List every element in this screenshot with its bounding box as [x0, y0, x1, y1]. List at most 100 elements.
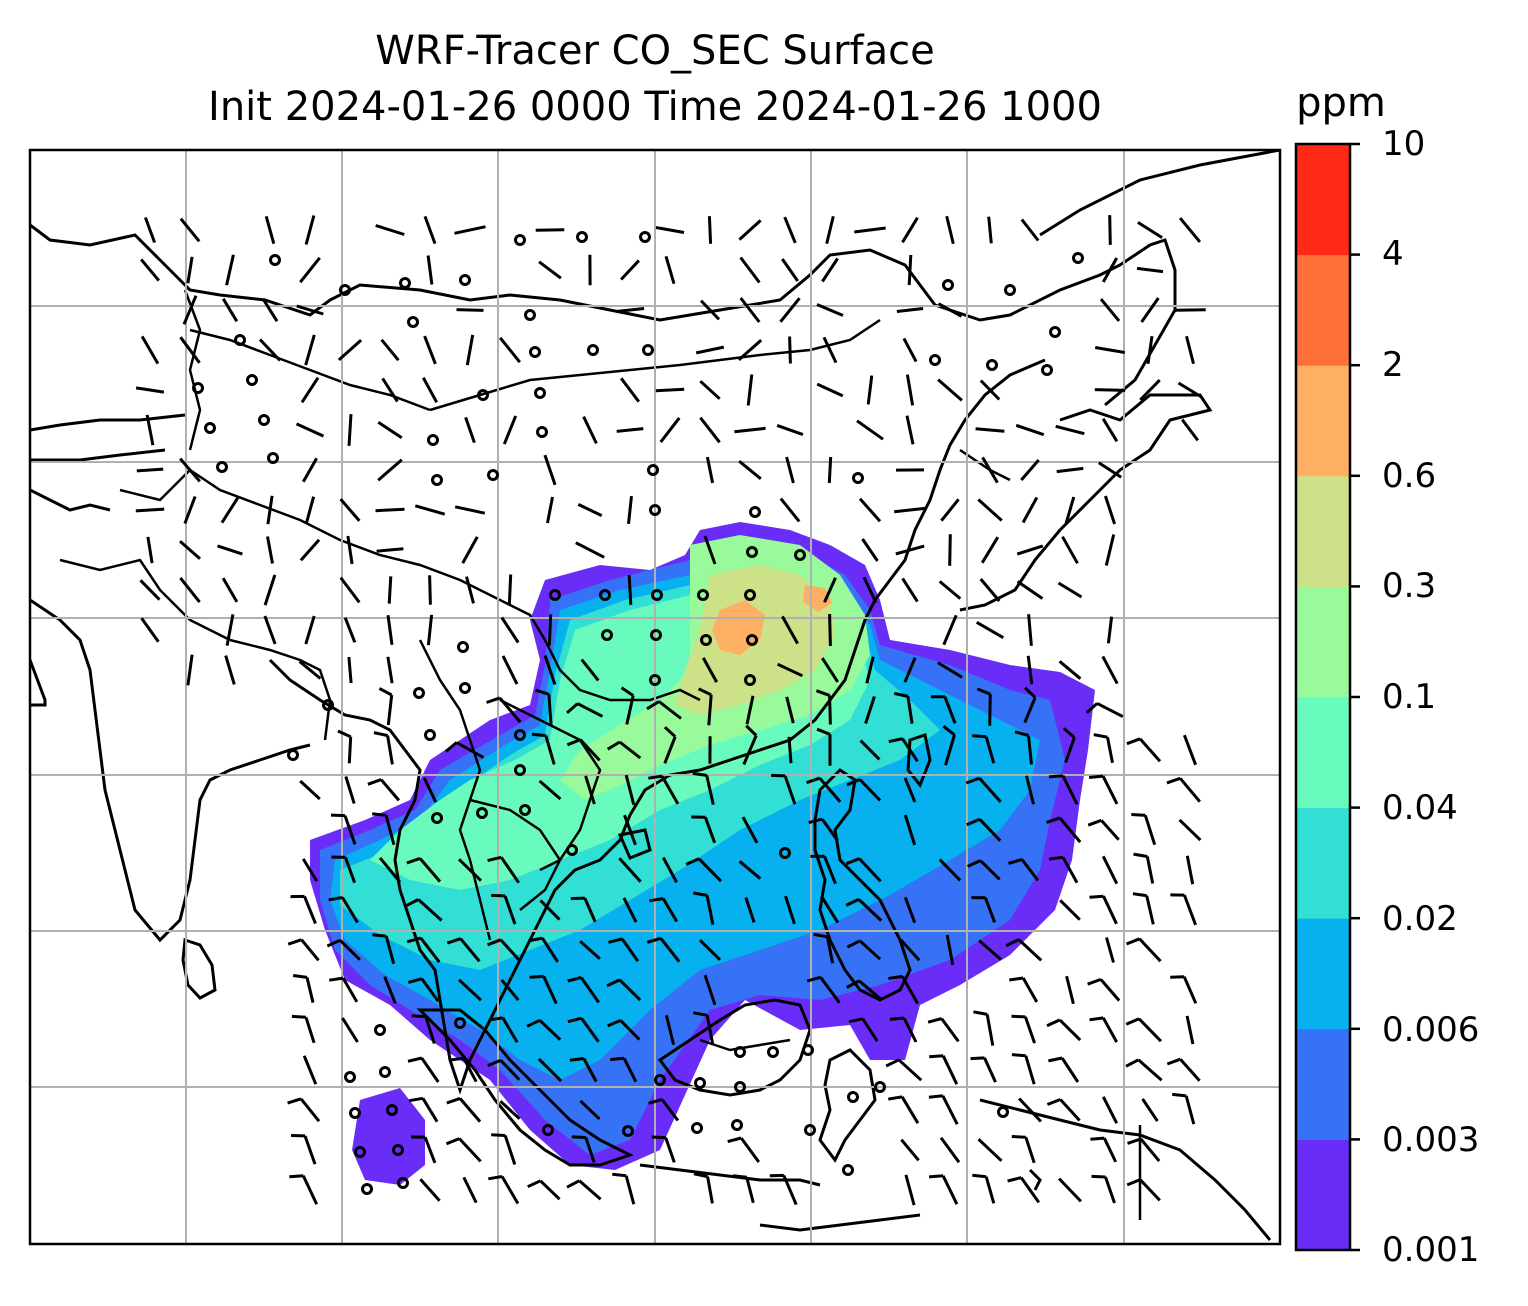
colorbar-segment [1296, 918, 1350, 1030]
wind-barb [1094, 388, 1126, 392]
wind-barb-calm [1049, 326, 1061, 338]
wind-barb [1125, 1058, 1163, 1082]
wind-barb [1101, 1096, 1119, 1124]
wind-barb [419, 1178, 441, 1202]
colorbar-tick-label: 0.003 [1382, 1120, 1480, 1160]
wind-barb [903, 896, 917, 924]
wind-barb [1048, 1056, 1080, 1083]
wind-barb [937, 378, 963, 402]
wind-barb [905, 374, 915, 406]
wind-barb [703, 535, 717, 565]
wind-barb [507, 574, 513, 606]
wind-barb [328, 896, 359, 924]
wind-barb [302, 1055, 318, 1085]
wind-barb [937, 661, 963, 679]
wind-barb-calm [454, 1017, 466, 1029]
wind-barb-calm [779, 847, 791, 859]
wind-barb [487, 938, 521, 962]
wind-barb [372, 933, 396, 965]
wind-barb [701, 657, 719, 683]
wind-barb [179, 336, 201, 364]
wind-barb [981, 456, 999, 484]
wind-barb [623, 814, 637, 846]
colorbar-segment [1296, 475, 1350, 587]
wind-barb [299, 779, 321, 801]
wind-barb [903, 777, 917, 803]
wind-barb [979, 379, 1001, 401]
wind-barb [1133, 852, 1155, 884]
wind-barb [136, 467, 164, 473]
wind-barb [1125, 1017, 1162, 1043]
wind-barb [977, 498, 1003, 522]
wind-barb [1056, 466, 1084, 474]
wind-barb [699, 416, 721, 444]
wind-barb [331, 855, 357, 884]
wind-barb-calm [700, 634, 712, 646]
wind-barb-calm [929, 354, 941, 366]
wind-barb [745, 695, 755, 725]
wind-barb [980, 536, 1000, 564]
wind-barb [386, 656, 394, 684]
coastline-sulawesi [818, 1048, 877, 1163]
wind-barb-calm [651, 589, 663, 601]
wind-barb-calm [942, 279, 954, 291]
wind-barb [299, 256, 321, 284]
wind-barb [290, 894, 317, 925]
wind-barb [487, 1058, 521, 1081]
wind-barb [298, 660, 322, 680]
wind-barb [1108, 215, 1112, 245]
coastline-indochina [268, 658, 632, 1095]
wind-barb [971, 896, 997, 923]
wind-barb-calm [399, 277, 411, 289]
wind-barb [567, 1016, 600, 1043]
wind-barb [1023, 686, 1037, 724]
wind-barb-calm [1072, 252, 1084, 264]
wind-barb [579, 1099, 601, 1121]
wind-barb [888, 1095, 920, 1124]
wind-barb [339, 498, 361, 522]
wind-barb-calm [734, 1081, 746, 1093]
wind-barb [1106, 616, 1114, 644]
wind-barb [408, 1096, 439, 1123]
wind-barb [930, 695, 957, 724]
wind-barb [848, 1017, 879, 1043]
wind-barb [697, 687, 713, 726]
wind-barb [423, 335, 437, 365]
wind-barb [407, 977, 440, 1003]
wind-barb [375, 224, 405, 236]
wind-barb [664, 1014, 676, 1046]
wind-barb-calm [852, 472, 864, 484]
wind-barb [464, 416, 476, 444]
wind-barb [942, 614, 958, 646]
colorbar-tick-label: 10 [1382, 124, 1426, 164]
colorbar-segment [1296, 807, 1350, 919]
wind-barb-calm [601, 629, 613, 641]
wind-barb [612, 1172, 636, 1205]
wind-barb [810, 854, 837, 885]
wind-barb-calm [397, 1177, 409, 1189]
wind-barb [135, 507, 165, 513]
wind-barb [1099, 298, 1121, 322]
wind-barb [1025, 775, 1035, 805]
wind-barb [1057, 581, 1083, 599]
wind-barb [527, 1179, 561, 1201]
wind-barb [304, 334, 316, 366]
wind-barb-calm [487, 469, 499, 481]
wind-barb [1089, 894, 1118, 925]
wind-barb [225, 254, 235, 286]
wind-barb [566, 702, 604, 718]
wind-barb [569, 1057, 598, 1083]
wind-barb [217, 544, 243, 556]
wind-barb [1058, 1177, 1082, 1203]
wind-barb [304, 496, 316, 524]
wind-barb [1094, 346, 1126, 354]
wind-barb [902, 337, 918, 363]
wind-barb-calm [654, 1074, 666, 1086]
wind-barb [846, 979, 882, 1001]
wind-barb [1089, 1016, 1119, 1043]
coastline-india [30, 598, 311, 943]
wind-barb-calm [374, 1024, 386, 1036]
wind-barb [937, 302, 963, 318]
wind-barb [864, 696, 876, 724]
wind-barb [377, 421, 403, 439]
